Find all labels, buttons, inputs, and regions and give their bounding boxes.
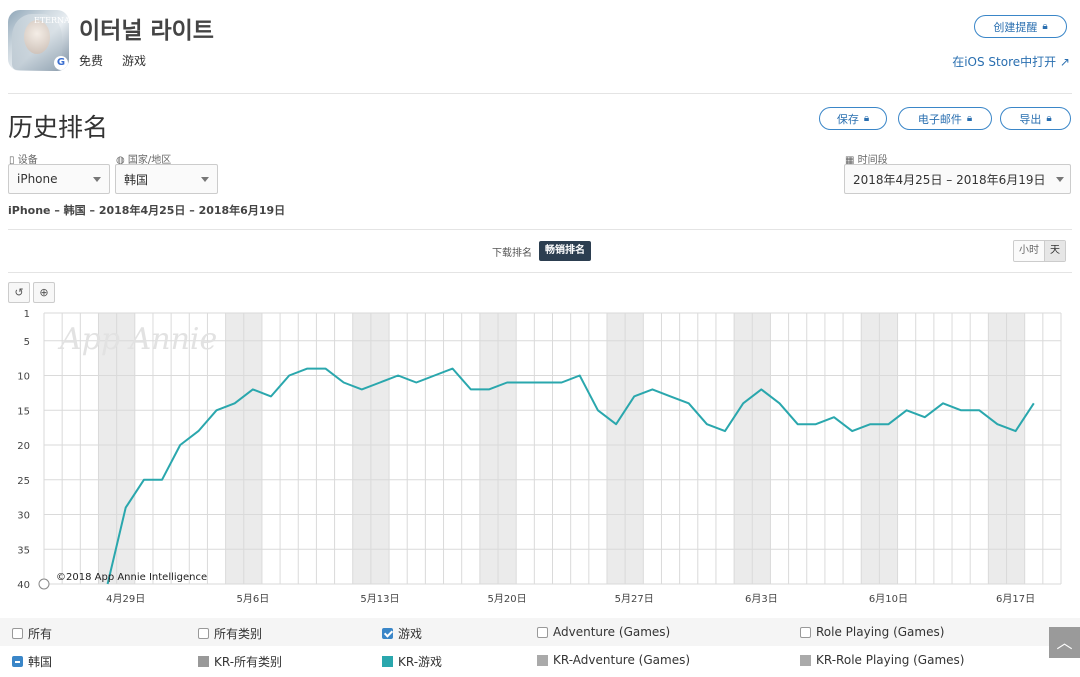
filter-summary: iPhone – 韩国 – 2018年4月25日 – 2018年6月19日: [8, 204, 286, 217]
legend-adventure[interactable]: Adventure (Games): [537, 625, 670, 639]
legend-kr-adventure[interactable]: KR-Adventure (Games): [537, 653, 690, 667]
granularity-hour[interactable]: 小时: [1014, 241, 1044, 261]
legend-kr-games[interactable]: KR-游戏: [382, 653, 442, 670]
scroll-to-top-icon[interactable]: ︿: [1049, 627, 1080, 658]
legend-country-korea[interactable]: 韩国: [12, 653, 52, 670]
y-tick-label: 20: [17, 441, 30, 452]
app-icon-face: [24, 20, 50, 54]
legend-kr-role-playing[interactable]: KR-Role Playing (Games): [800, 653, 964, 667]
chevron-down-icon: [201, 177, 209, 182]
y-tick-label: 5: [24, 337, 30, 348]
granularity-toggle: 小时 天: [1013, 240, 1066, 262]
legend-all-categories[interactable]: 所有类别: [198, 625, 262, 642]
email-label: 电子邮件: [917, 112, 962, 126]
country-label: ◍ 国家/地区: [116, 155, 172, 166]
device-icon: ▯: [9, 155, 15, 166]
tab-grossing[interactable]: 畅销排名: [539, 241, 591, 261]
watermark: App Annie: [57, 322, 217, 357]
y-tick-label: 1: [24, 309, 30, 320]
series-swatch: [800, 654, 811, 666]
calendar-icon: ▦: [845, 155, 855, 166]
checkbox-icon: [12, 628, 23, 639]
lock-icon: 🔒︎: [966, 113, 973, 124]
device-select-value: iPhone: [17, 172, 58, 186]
divider: [8, 272, 1072, 273]
rank-type-tabs: 下载排名 畅销排名: [0, 241, 1080, 261]
time-range-label: ▦ 时间段: [845, 155, 888, 166]
x-tick-label: 6月10日: [869, 593, 908, 605]
checkbox-icon: [198, 628, 209, 639]
lock-icon: 🔒︎: [1042, 21, 1048, 32]
publisher-badge-icon: G: [54, 56, 68, 70]
chevron-down-icon: [1056, 177, 1064, 182]
lock-icon: 🔒︎: [863, 113, 870, 124]
time-range-value: 2018年4月25日 – 2018年6月19日: [853, 172, 1046, 187]
lock-icon: 🔒︎: [1046, 113, 1052, 124]
tab-downloads[interactable]: 下载排名: [492, 248, 532, 259]
x-tick-label: 5月20日: [488, 593, 527, 605]
create-alert-label: 创建提醒: [993, 20, 1038, 34]
legend-games[interactable]: 游戏: [382, 625, 422, 642]
legend-series: 韩国 KR-所有类别 KR-游戏 KR-Adventure (Games) KR…: [0, 646, 1080, 674]
divider: [8, 93, 1072, 94]
x-tick-label: 5月27日: [615, 593, 654, 605]
series-swatch: [198, 656, 209, 667]
checkbox-partial-icon: [12, 656, 23, 667]
series-line-kr-games: [106, 367, 1035, 585]
app-icon: ETERNAL G: [8, 10, 69, 71]
divider: [8, 229, 1072, 230]
legend-role-playing[interactable]: Role Playing (Games): [800, 625, 944, 639]
zoom-icon[interactable]: ⊕: [33, 282, 55, 303]
export-button[interactable]: 导出 🔒︎: [1000, 107, 1071, 130]
app-category: 游戏: [122, 54, 147, 68]
x-tick-label: 6月17日: [996, 593, 1035, 605]
save-label: 保存: [836, 112, 859, 126]
y-tick-label: 35: [17, 545, 30, 556]
checkbox-checked-icon: [382, 628, 393, 639]
x-tick-label: 5月6日: [236, 593, 269, 605]
time-range-select[interactable]: 2018年4月25日 – 2018年6月19日: [844, 164, 1071, 194]
chevron-down-icon: [93, 177, 101, 182]
legend-categories: 所有 所有类别 游戏 Adventure (Games) Role Playin…: [0, 618, 1080, 646]
page-title: 历史排名: [8, 113, 109, 142]
series-swatch: [382, 656, 393, 667]
x-tick-label: 5月13日: [360, 593, 399, 605]
device-label: ▯ 设备: [9, 155, 38, 166]
chart-copyright: ©2018 App Annie Intelligence: [56, 572, 207, 583]
legend-all[interactable]: 所有: [12, 625, 52, 642]
device-select[interactable]: iPhone: [8, 164, 110, 194]
app-title: 이터널 라이트: [79, 18, 214, 44]
email-button[interactable]: 电子邮件 🔒︎: [898, 107, 992, 130]
save-button[interactable]: 保存 🔒︎: [819, 107, 887, 130]
y-tick-label: 25: [17, 476, 30, 487]
info-icon[interactable]: [38, 578, 50, 590]
x-tick-label: 6月3日: [745, 593, 778, 605]
y-tick-label: 10: [17, 372, 30, 383]
app-icon-logo-text: ETERNAL: [34, 16, 69, 25]
x-tick-label: 4月29日: [106, 593, 145, 605]
checkbox-icon: [537, 626, 548, 638]
checkbox-icon: [800, 626, 811, 638]
reset-zoom-icon[interactable]: ↺: [8, 282, 30, 303]
globe-icon: ◍: [116, 155, 125, 166]
create-alert-button[interactable]: 创建提醒 🔒︎: [974, 15, 1067, 38]
series-swatch: [537, 654, 548, 666]
app-price: 免费: [79, 54, 104, 68]
y-tick-label: 40: [17, 580, 30, 591]
y-tick-label: 30: [17, 511, 30, 522]
open-in-store-link[interactable]: 在iOS Store中打开 ↗: [952, 55, 1070, 69]
y-tick-label: 15: [17, 406, 30, 417]
legend-kr-all-categories[interactable]: KR-所有类别: [198, 653, 282, 670]
country-select[interactable]: 韩国: [115, 164, 218, 194]
export-label: 导出: [1019, 112, 1042, 126]
country-select-value: 韩国: [124, 172, 149, 187]
granularity-day[interactable]: 天: [1044, 241, 1065, 261]
